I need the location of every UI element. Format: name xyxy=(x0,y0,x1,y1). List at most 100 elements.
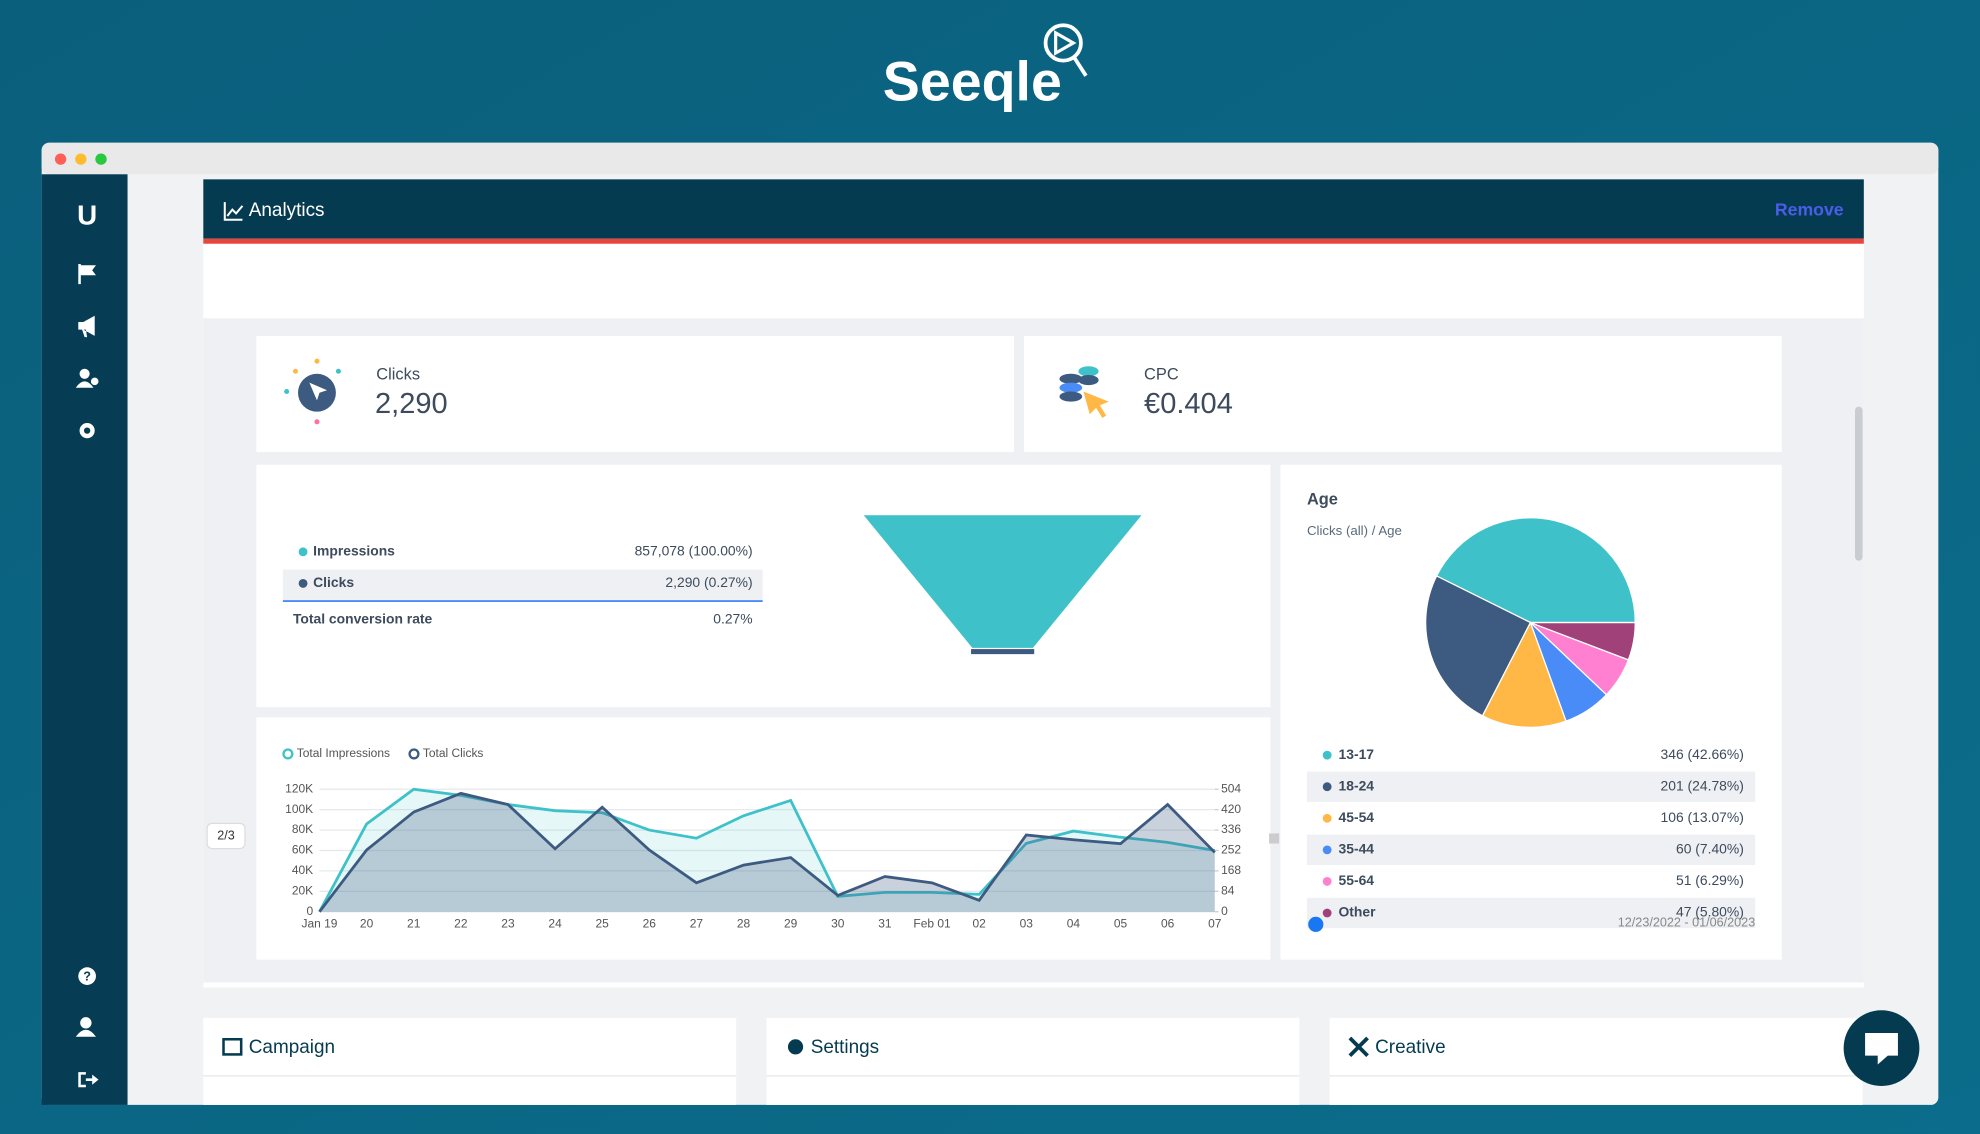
legend-value: 201 (24.78%) xyxy=(1661,777,1744,793)
chart-icon xyxy=(223,202,244,221)
pie-subtitle: Clicks (all) / Age xyxy=(1307,523,1402,538)
legend-label: Clicks xyxy=(313,574,354,590)
settings-section-icon xyxy=(787,1039,804,1055)
pie-slice[interactable] xyxy=(1425,575,1532,717)
y-tick-label: 0 xyxy=(306,904,313,918)
section-card[interactable] xyxy=(203,1017,737,1105)
scrollbar[interactable] xyxy=(1854,406,1863,561)
x-tick-label: 20 xyxy=(360,917,374,931)
x-tick-label: 29 xyxy=(784,917,798,931)
y-tick-label: 20K xyxy=(292,883,313,897)
series-line xyxy=(318,791,1216,913)
megaphone-icon[interactable] xyxy=(78,315,95,338)
legend-value: 106 (13.07%) xyxy=(1661,809,1744,825)
kpi-value: 2,290 xyxy=(375,388,448,420)
row-highlight xyxy=(1306,834,1756,866)
profile-icon[interactable] xyxy=(75,1017,96,1037)
kpi-label: CPC xyxy=(1144,365,1179,383)
row-highlight xyxy=(282,569,763,600)
pie-title: Age xyxy=(1307,490,1338,508)
legend-dot xyxy=(298,547,308,557)
section-card[interactable] xyxy=(1329,1017,1863,1105)
settings-icon[interactable] xyxy=(79,423,95,439)
date-range: 12/23/2022 - 01/06/2023 xyxy=(1618,915,1755,929)
campaign-icon xyxy=(222,1038,243,1056)
section-title[interactable]: Settings xyxy=(811,1037,879,1058)
row-highlight xyxy=(1306,771,1756,802)
legend-marker[interactable] xyxy=(408,748,420,760)
x-tick-label: 23 xyxy=(501,917,515,931)
legend-value: 857,078 (100.00%) xyxy=(635,543,753,559)
x-tick-label: 06 xyxy=(1161,917,1175,931)
x-tick-label: 04 xyxy=(1067,917,1081,931)
legend-value: 60 (7.40%) xyxy=(1676,841,1744,857)
close-button[interactable] xyxy=(54,153,67,165)
title-bar xyxy=(41,142,1939,175)
x-tick-label: 22 xyxy=(454,917,468,931)
maximize-button[interactable] xyxy=(95,153,107,165)
x-tick-label: 07 xyxy=(1208,917,1222,931)
cpc-icon xyxy=(1059,366,1109,418)
section-card[interactable] xyxy=(766,1017,1300,1105)
resize-handle[interactable] xyxy=(1269,833,1280,844)
x-tick-label: 25 xyxy=(596,917,610,931)
x-tick-label: 21 xyxy=(407,917,421,931)
section-title[interactable]: Campaign xyxy=(249,1037,335,1058)
logo: Seeqle xyxy=(883,51,1062,113)
clicks-icon xyxy=(284,358,341,425)
x-tick-label: 27 xyxy=(690,917,704,931)
users-icon[interactable] xyxy=(75,368,99,388)
legend-label: Impressions xyxy=(313,543,395,559)
x-tick-label: Jan 19 xyxy=(301,917,337,931)
legend-marker[interactable] xyxy=(282,748,294,760)
creative-icon xyxy=(1348,1036,1369,1058)
logout-icon[interactable] xyxy=(78,1072,99,1088)
logo-icon xyxy=(1043,23,1088,77)
page-indicator[interactable]: 2/3 xyxy=(217,828,235,842)
sidebar xyxy=(41,174,128,1105)
y2-tick-label: 168 xyxy=(1221,863,1241,877)
x-tick-label: 02 xyxy=(972,917,986,931)
y-tick-label: 120K xyxy=(285,781,313,795)
svg-text:?: ? xyxy=(83,970,91,984)
legend-label: 35-44 xyxy=(1339,841,1375,857)
page-indicator-box[interactable] xyxy=(206,822,246,850)
legend-label: 13-17 xyxy=(1339,746,1375,762)
legend-label: 18-24 xyxy=(1339,777,1375,793)
y2-tick-label: 504 xyxy=(1221,781,1241,795)
x-tick-label: 31 xyxy=(878,917,892,931)
y2-tick-label: 84 xyxy=(1221,883,1235,897)
chat-icon xyxy=(1865,1032,1898,1065)
y-tick-label: 40K xyxy=(292,863,313,877)
funnel-stage xyxy=(863,515,1142,648)
sidebar-logo[interactable]: U xyxy=(77,200,97,231)
legend-label: 45-54 xyxy=(1339,809,1375,825)
minimize-button[interactable] xyxy=(75,153,87,165)
panel-header xyxy=(203,179,1864,239)
legend-label: Other xyxy=(1339,904,1377,920)
y-tick-label: 100K xyxy=(285,802,313,816)
flag-icon[interactable] xyxy=(78,263,96,285)
help-icon[interactable]: ? xyxy=(78,967,96,985)
pie-slice[interactable] xyxy=(1530,621,1636,661)
legend-value: 51 (6.29%) xyxy=(1676,872,1744,888)
x-tick-label: 30 xyxy=(831,917,845,931)
remove-button[interactable]: Remove xyxy=(1775,200,1844,220)
x-tick-label: 26 xyxy=(643,917,657,931)
y-tick-label: 60K xyxy=(292,843,313,857)
legend-value: 346 (42.66%) xyxy=(1661,746,1744,762)
y2-tick-label: 336 xyxy=(1221,822,1241,836)
kpi-card xyxy=(256,335,1014,453)
pie-slice[interactable] xyxy=(1481,620,1567,728)
legend-dot xyxy=(1322,782,1332,792)
legend-label[interactable]: Total Impressions xyxy=(297,746,390,760)
legend-dot xyxy=(1322,877,1332,886)
section-title[interactable]: Creative xyxy=(1375,1037,1446,1058)
y2-tick-label: 0 xyxy=(1221,904,1228,918)
total-value: 0.27% xyxy=(713,611,752,627)
panel-title: Analytics xyxy=(249,200,325,221)
legend-label[interactable]: Total Clicks xyxy=(423,746,484,760)
pie-slice[interactable] xyxy=(1435,517,1636,624)
